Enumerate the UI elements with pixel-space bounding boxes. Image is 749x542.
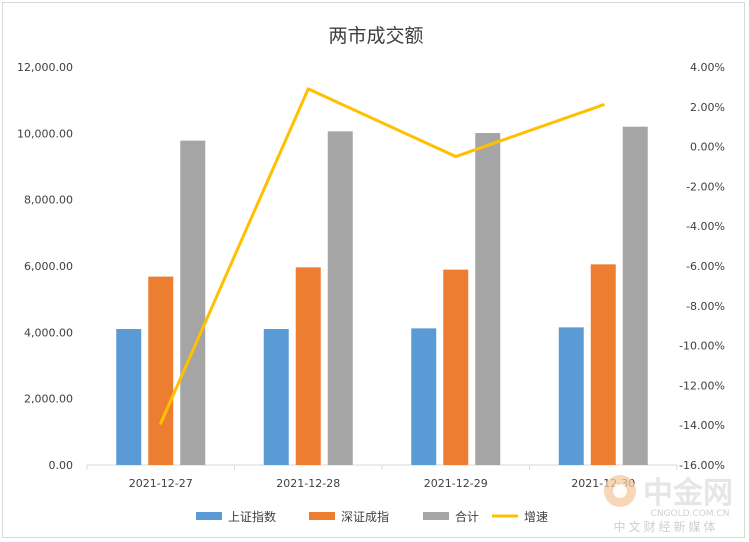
legend-label: 合计 [455, 509, 479, 524]
y-right-tick-label: -12.00% [679, 379, 725, 392]
legend-swatch [423, 512, 449, 520]
legend-swatch [309, 512, 335, 520]
watermark: 中金网 CNGOLD.COM.CN 中文财经新媒体 [604, 475, 733, 534]
line-point [159, 421, 163, 425]
y-right-tick-label: -14.00% [679, 419, 725, 432]
bar-3 [327, 131, 353, 466]
y-right-tick-label: 2.00% [690, 101, 725, 114]
watermark-domain: CNGOLD.COM.CN [651, 509, 730, 519]
y-right-tick-label: 0.00% [690, 141, 725, 154]
bar-1 [263, 329, 289, 465]
legend-label: 增速 [524, 510, 548, 524]
bar-3 [180, 140, 206, 465]
bar-1 [116, 329, 142, 465]
y-right-tick-label: 4.00% [690, 61, 725, 74]
legend-swatch [196, 512, 222, 520]
chart-canvas: 两市成交额 0.00 2,000.00 4,000.00 6,000.00 8,000.… [17, 25, 733, 534]
y-right-tick-label: -8.00% [686, 300, 725, 313]
bar-3 [475, 133, 501, 466]
y-right-tick-label: -16.00% [679, 459, 725, 472]
y-left-tick-label: 4,000.00 [24, 326, 73, 339]
watermark-slogan: 中文财经新媒体 [613, 519, 718, 534]
plot-area: 0.00 2,000.00 4,000.00 6,000.00 8,000.00 10,0… [17, 61, 725, 490]
y-left-tick-label: 12,000.00 [17, 61, 73, 74]
x-tick-label: 2021-12-29 [424, 477, 488, 490]
legend-label: 上证指数 [228, 509, 276, 524]
y-left-tick-label: 8,000.00 [24, 194, 73, 207]
line-series [159, 87, 604, 424]
bar-1 [558, 327, 584, 465]
x-tick-label: 2021-12-28 [276, 477, 340, 490]
chart-title: 两市成交额 [328, 25, 423, 47]
bar-3 [622, 126, 648, 465]
bar-1 [411, 328, 437, 465]
bar-2 [443, 269, 469, 465]
line-point [306, 87, 310, 91]
line-point [601, 103, 605, 107]
bar-2 [148, 276, 174, 465]
bar-2 [590, 264, 616, 465]
x-tick-label: 2021-12-27 [129, 477, 193, 490]
y-left-tick-label: 2,000.00 [24, 393, 73, 406]
legend: 上证指数 深证成指 合计 增速 [196, 509, 548, 524]
y-right-tick-label: -6.00% [686, 260, 725, 273]
y-right-tick-label: -4.00% [686, 220, 725, 233]
watermark-logo-inner [613, 484, 627, 498]
y-right-tick-label: -10.00% [679, 340, 725, 353]
legend-label: 深证成指 [341, 509, 389, 524]
watermark-brand: 中金网 [643, 476, 733, 511]
y-right-tick-label: -2.00% [686, 180, 725, 193]
y-left-tick-label: 10,000.00 [17, 127, 73, 140]
line-point [454, 155, 458, 159]
y-left-tick-label: 0.00 [49, 459, 74, 472]
y-left-tick-label: 6,000.00 [24, 260, 73, 273]
bar-2 [295, 267, 321, 465]
